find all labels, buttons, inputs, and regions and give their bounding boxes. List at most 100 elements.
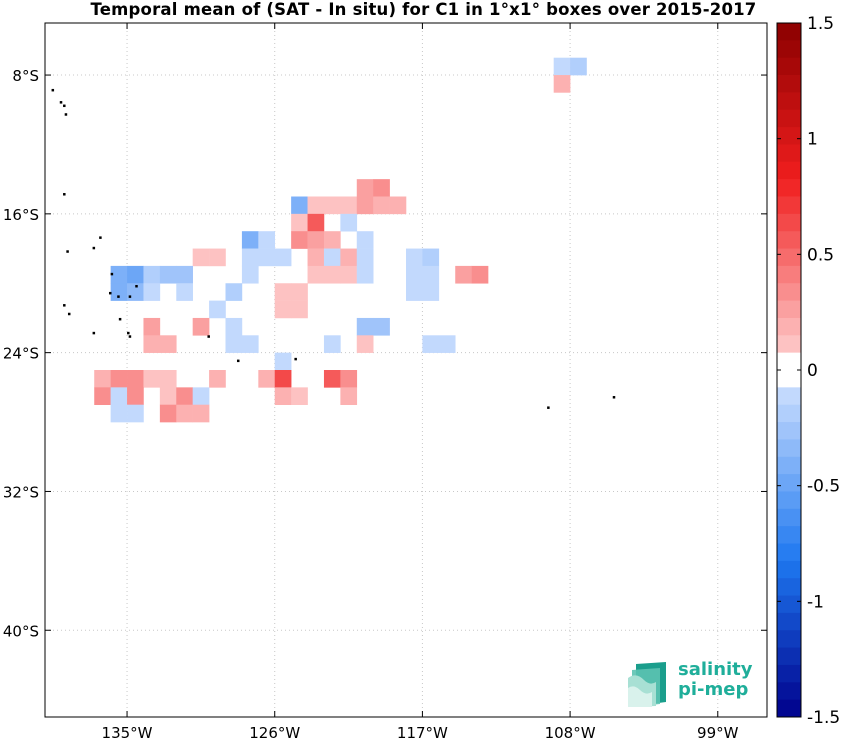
longitude-axis: 135°W 126°W 117°W 108°W 99°W: [102, 23, 739, 740]
data-cell: [307, 265, 325, 284]
data-cell: [127, 404, 144, 423]
colorbar-step: [777, 40, 801, 59]
colorbar-step: [777, 92, 801, 111]
island-mark: [110, 272, 114, 276]
colorbar-step: [777, 144, 801, 163]
wave-logo-icon: [628, 662, 666, 707]
colorbar-step: [777, 612, 801, 631]
data-cell: [356, 231, 374, 249]
colorbar-step: [777, 508, 801, 527]
data-cell: [127, 370, 144, 388]
data-cell: [406, 265, 423, 284]
colorbar-step: [777, 23, 801, 41]
data-cell: [356, 248, 374, 267]
island-mark: [236, 359, 240, 363]
map-frame: [44, 22, 768, 718]
data-cell: [258, 231, 276, 249]
data-cell: [356, 335, 374, 353]
data-cell: [159, 370, 177, 388]
latitude-axis: 8°S 16°S 24°S 32°S 40°S: [3, 67, 767, 640]
data-cell: [274, 370, 292, 388]
colorbar-tick-label: -0.5: [807, 477, 840, 497]
data-cell: [192, 248, 210, 267]
data-cell: [110, 404, 128, 423]
data-cell: [127, 265, 144, 284]
colorbar-step: [777, 560, 801, 579]
colorbar-step: [777, 664, 801, 683]
data-cell: [241, 231, 259, 249]
data-cell: [373, 196, 390, 215]
data-cell: [241, 248, 259, 267]
lon-tick-label: 99°W: [697, 724, 739, 740]
data-cell: [241, 335, 259, 353]
axes-box: [44, 22, 768, 718]
colorbar-step: [777, 109, 801, 128]
island-mark: [118, 317, 122, 321]
colorbar-step: [777, 300, 801, 319]
colorbar-step: [777, 699, 801, 718]
island-mark: [64, 113, 68, 116]
data-cell: [340, 248, 358, 267]
island-mark: [59, 101, 63, 104]
island-mark: [128, 295, 132, 298]
data-cell: [159, 265, 177, 284]
logo-line-1: salinity: [678, 659, 753, 680]
data-cell: [176, 404, 193, 423]
colorbar-step: [777, 404, 801, 423]
data-cell: [225, 283, 243, 301]
data-cell: [340, 196, 358, 215]
data-cell: [143, 370, 161, 388]
colorbar-step: [777, 248, 801, 267]
data-cell: [225, 317, 243, 336]
data-cell: [274, 283, 292, 301]
colorbar-step: [777, 213, 801, 232]
data-cell: [570, 57, 587, 76]
colorbar-step: [777, 474, 801, 492]
data-cell: [307, 248, 325, 267]
colorbar-step: [777, 335, 801, 354]
colorbar-step: [777, 179, 801, 197]
data-cell: [225, 335, 243, 353]
colorbar-step: [777, 647, 801, 666]
data-cell: [356, 179, 374, 197]
data-cell: [192, 317, 210, 336]
colorbar-step: [777, 456, 801, 475]
island-mark: [67, 312, 71, 316]
lat-tick-label: 24°S: [3, 345, 39, 363]
data-cell: [159, 387, 177, 405]
data-cell: [159, 404, 177, 423]
colorbar-step: [777, 526, 801, 544]
data-cell: [209, 300, 226, 319]
lon-tick-label: 117°W: [397, 724, 448, 740]
data-cell: [356, 265, 374, 284]
data-cell: [553, 57, 571, 76]
island-mark: [294, 357, 297, 361]
colorbar-axis: 1.5 1 0.5 0 -0.5 -1 -1.5: [777, 14, 840, 728]
data-cell: [291, 196, 308, 215]
data-cell: [192, 387, 210, 405]
island-mark: [92, 246, 96, 250]
island-mark: [63, 193, 66, 196]
data-cell: [143, 317, 161, 336]
colorbar-tick-label: 1.5: [807, 14, 834, 34]
island-mark: [51, 88, 55, 92]
island-mark: [612, 396, 616, 399]
data-cell: [340, 387, 358, 405]
data-cell: [422, 265, 440, 284]
colorbar-step: [777, 630, 801, 648]
data-cell: [94, 387, 111, 405]
data-cell: [340, 213, 358, 232]
colorbar-step: [777, 595, 801, 614]
data-cell: [143, 283, 161, 301]
colorbar-step: [777, 578, 801, 596]
colorbar-tick-label: 0.5: [807, 245, 834, 265]
data-cell: [389, 196, 407, 215]
colorbar-step: [777, 422, 801, 440]
colorbar-step: [777, 491, 801, 510]
data-cell: [192, 404, 210, 423]
colorbar-step: [777, 231, 801, 249]
data-cell: [323, 196, 341, 215]
data-cell: [176, 387, 193, 405]
data-cell: [307, 213, 325, 232]
data-cell: [176, 283, 193, 301]
